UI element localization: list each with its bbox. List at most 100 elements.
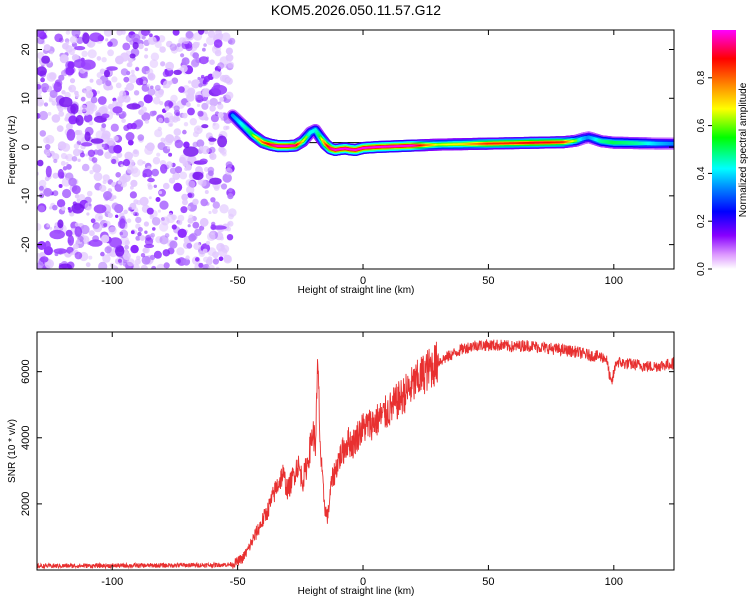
noise-blob: [54, 34, 63, 43]
snr-y-label: SNR (10 * v/v): [7, 419, 18, 483]
noise-blob: [168, 81, 172, 85]
noise-blob: [226, 77, 233, 84]
noise-blob: [131, 70, 135, 74]
x-tick-label: -50: [230, 576, 246, 588]
colorbar-tick-label: 0.0: [696, 262, 707, 276]
noise-blob: [186, 102, 191, 107]
noise-blob: [164, 262, 170, 268]
noise-blob: [219, 257, 224, 262]
colorbar-ticks: 0.00.20.40.60.8: [696, 70, 712, 276]
noise-blob: [46, 224, 49, 227]
noise-blob: [108, 213, 113, 218]
noise-blob: [205, 190, 209, 194]
noise-blob: [121, 68, 128, 75]
noise-blob: [103, 223, 107, 227]
noise-blob: [209, 147, 216, 154]
noise-blob: [219, 204, 228, 213]
noise-blob: [153, 157, 161, 165]
noise-blob: [154, 185, 157, 188]
noise-blob: [101, 123, 106, 128]
noise-blob: [109, 237, 122, 247]
noise-blob: [57, 125, 64, 132]
noise-blob: [183, 146, 198, 156]
noise-blob: [71, 203, 84, 213]
y-tick-label: -10: [20, 188, 32, 204]
figure-title: KOM5.2026.050.11.57.G12: [271, 2, 441, 18]
y-tick-label: -20: [20, 237, 32, 253]
noise-blob: [184, 122, 188, 126]
noise-blob: [76, 133, 85, 142]
noise-blob: [87, 191, 93, 197]
noise-blob: [103, 174, 110, 181]
noise-blob: [212, 71, 220, 79]
noise-blob: [120, 164, 123, 167]
noise-blob: [75, 226, 83, 237]
noise-blob: [144, 48, 148, 52]
noise-blob: [144, 54, 148, 58]
noise-blob: [105, 38, 108, 41]
x-tick-label: -50: [230, 275, 246, 287]
noise-blob: [169, 178, 175, 184]
noise-blob: [40, 78, 45, 83]
noise-blob: [81, 142, 93, 146]
noise-blob: [58, 169, 64, 179]
noise-blob: [112, 101, 118, 107]
noise-blob: [158, 118, 163, 123]
noise-blob: [85, 154, 88, 157]
noise-blob: [45, 144, 51, 150]
noise-blob: [144, 231, 147, 234]
noise-blob: [73, 149, 81, 157]
noise-blob: [97, 56, 102, 61]
noise-blob: [168, 153, 172, 157]
noise-blob: [141, 253, 145, 257]
noise-blob: [206, 100, 210, 104]
noise-blob: [147, 183, 151, 187]
noise-blob: [131, 230, 135, 234]
noise-blob: [82, 33, 89, 44]
noise-blob: [123, 159, 130, 166]
noise-blob: [93, 222, 100, 229]
noise-blob: [204, 30, 208, 34]
noise-blob: [36, 66, 47, 76]
noise-blob: [53, 248, 67, 254]
noise-blob: [59, 184, 63, 188]
noise-blob: [37, 160, 43, 167]
noise-blob: [226, 48, 233, 55]
noise-blob: [75, 223, 79, 227]
noise-blob: [101, 105, 109, 113]
noise-blob: [88, 49, 97, 58]
noise-blob: [57, 199, 65, 207]
noise-blob: [43, 188, 52, 197]
noise-blob: [163, 85, 166, 88]
noise-blob: [61, 161, 66, 166]
noise-blob: [74, 46, 85, 50]
noise-blob: [225, 168, 233, 176]
noise-blob: [77, 198, 81, 202]
y-tick-label: 20: [20, 43, 32, 55]
noise-blob: [151, 266, 156, 271]
noise-blob: [193, 172, 204, 180]
noise-blob: [227, 234, 233, 240]
noise-blob: [209, 178, 222, 185]
noise-blob: [154, 129, 162, 137]
noise-blob: [228, 188, 233, 193]
noise-blob: [151, 169, 159, 177]
noise-blob: [102, 144, 106, 148]
noise-blob: [70, 36, 78, 44]
noise-blob: [170, 44, 177, 51]
noise-blob: [76, 115, 84, 126]
noise-blob: [173, 183, 182, 192]
noise-blob: [222, 152, 227, 157]
noise-blob: [105, 196, 109, 200]
noise-blob: [89, 203, 92, 206]
x-tick-label: 100: [605, 576, 623, 588]
noise-blob: [181, 194, 188, 201]
noise-blob: [98, 262, 107, 271]
noise-blob: [148, 73, 156, 81]
noise-blob: [140, 197, 149, 206]
noise-blob: [68, 87, 72, 91]
noise-blob: [224, 255, 232, 263]
noise-blob: [192, 52, 199, 59]
noise-blob: [74, 91, 79, 96]
